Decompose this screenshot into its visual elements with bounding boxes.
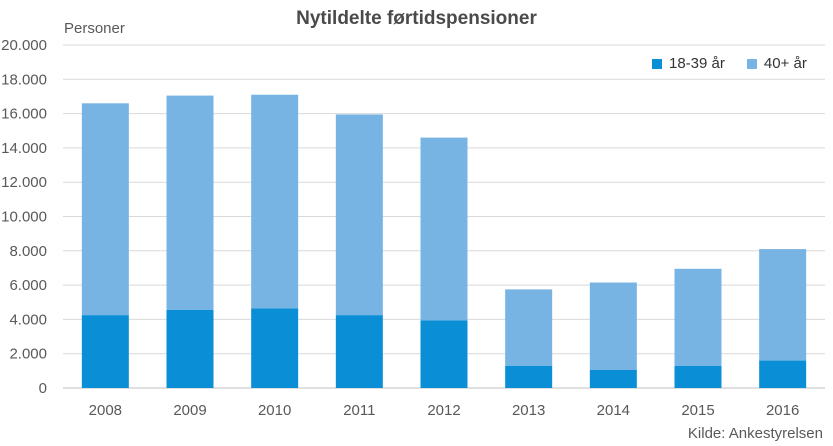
legend-label-18-39: 18-39 år [669,55,725,72]
bar-40plus-2016 [759,249,807,361]
y-tick-label: 10.000 [1,209,47,226]
source-note: Kilde: Ankestyrelsen [687,425,823,442]
bar-18-39-2014 [589,369,637,388]
legend-label-40plus: 40+ år [763,55,807,72]
bar-18-39-2016 [759,360,807,388]
y-tick-label: 2.000 [9,346,47,363]
bar-40plus-2015 [674,268,722,366]
y-tick-label: 12.000 [1,174,47,191]
bar-18-39-2011 [335,315,383,388]
bar-40plus-2014 [589,282,637,370]
bar-40plus-2013 [505,289,553,366]
legend-swatch-40plus [746,58,757,69]
bar-40plus-2010 [251,94,299,309]
bar-40plus-2011 [335,114,383,316]
y-tick-label: 4.000 [9,311,47,328]
x-tick-label: 2014 [597,402,630,419]
legend-item-18-39: 18-39 år [652,55,725,72]
bar-18-39-2010 [251,308,299,388]
bar-18-39-2015 [674,365,722,388]
bar-40plus-2009 [166,95,214,310]
bar-40plus-2012 [420,137,468,321]
bar-40plus-2008 [81,103,129,316]
x-tick-label: 2016 [766,402,799,419]
y-tick-label: 0 [39,380,47,397]
x-tick-label: 2015 [681,402,714,419]
x-tick-label: 2008 [89,402,122,419]
x-tick-label: 2012 [427,402,460,419]
y-tick-label: 18.000 [1,71,47,88]
chart-title: Nytildelte førtidspensioner [296,8,537,29]
x-tick-label: 2009 [173,402,206,419]
x-tick-label: 2013 [512,402,545,419]
legend-swatch-18-39 [652,58,662,69]
bar-18-39-2012 [420,320,468,388]
y-tick-label: 14.000 [1,140,47,157]
bar-18-39-2008 [81,315,129,388]
y-tick-label: 8.000 [9,243,47,260]
x-tick-label: 2010 [258,402,291,419]
y-tick-label: 6.000 [9,277,47,294]
y-tick-label: 16.000 [1,106,47,123]
legend-item-40plus: 40+ år [746,55,807,72]
legend: 18-39 år 40+ år [652,55,807,72]
bar-18-39-2009 [166,309,214,388]
y-tick-label: 20.000 [1,37,47,54]
bar-18-39-2013 [505,365,553,388]
y-axis-label: Personer [64,20,125,37]
x-tick-label: 2011 [343,402,375,419]
